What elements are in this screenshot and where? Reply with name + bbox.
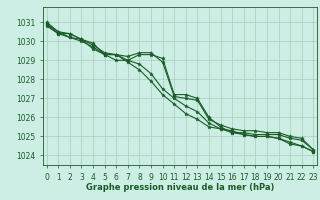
X-axis label: Graphe pression niveau de la mer (hPa): Graphe pression niveau de la mer (hPa): [86, 183, 274, 192]
